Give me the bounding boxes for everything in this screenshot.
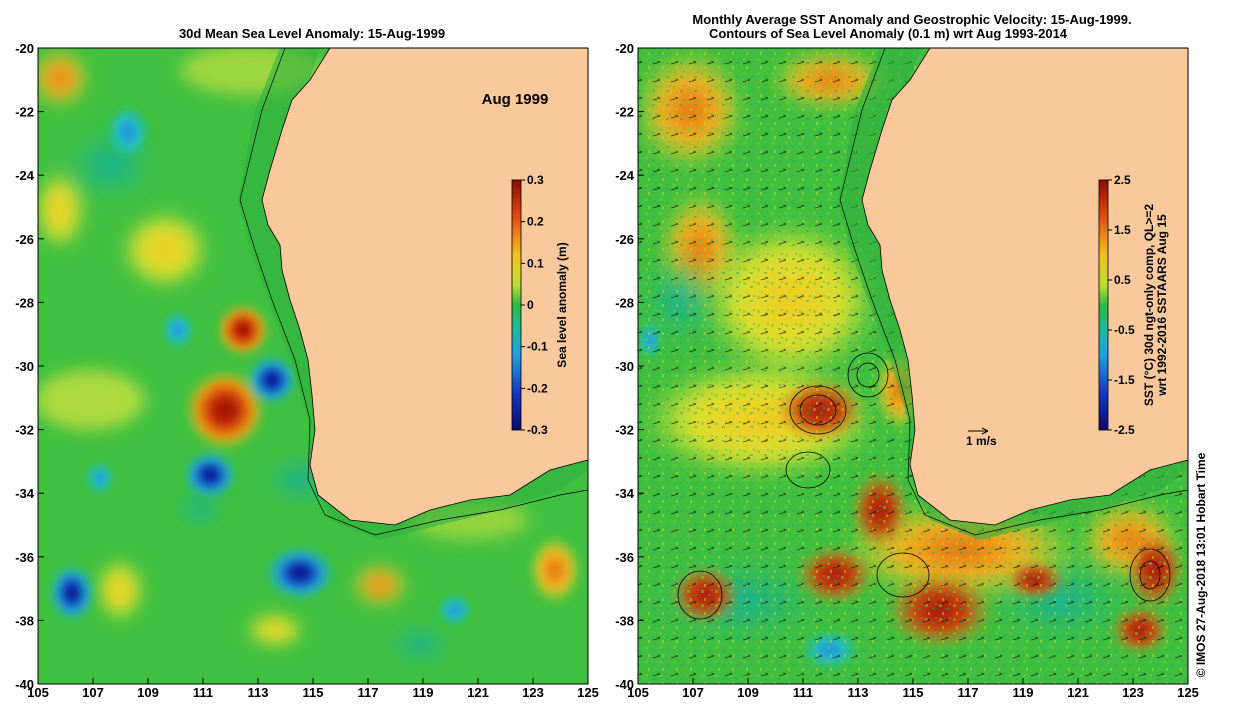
left-lon-tick-label: 115 [303,685,324,700]
left-lon-tick-label: 125 [577,685,599,700]
right-lat-tick-label: -26 [615,232,634,247]
period-label: Aug 1999 [482,91,549,108]
sst-colorbar-tick-label: -1.5 [1114,373,1135,387]
sst-colorbar-title-line1: SST (°C) 30d ngt-only comp, QL>=2 [1142,204,1156,406]
right-map [638,48,1188,684]
left-lat-tick-label: -28 [15,295,34,310]
sst-colorbar-tick-label: 2.5 [1114,173,1131,187]
right-lon-tick-label: 107 [682,685,704,700]
left-lon-tick-label: 117 [358,685,379,700]
sst-colorbar-tick-label: -0.5 [1114,323,1135,337]
sla-colorbar-tick-label: 0.1 [527,256,544,270]
left-lon-tick-label: 111 [193,685,213,700]
sla-colorbar-tick-label: 0.2 [527,215,544,229]
right-lat-tick-label: -36 [615,550,634,565]
sst-colorbar-tick-label: 0.5 [1114,273,1131,287]
right-lon-tick-label: 119 [1013,685,1034,700]
right-lat-tick-label: -32 [615,423,634,438]
shelf-isobath [239,48,588,536]
sla-colorbar-title: Sea level anomaly (m) [555,242,569,367]
left-lon-tick-label: 109 [137,685,159,700]
right-lon-tick-label: 109 [737,685,759,700]
left-lat-tick-label: -30 [15,359,34,374]
right-lon-tick-label: 113 [848,685,869,700]
velocity-scale-label: 1 m/s [966,434,997,448]
right-lon-tick-label: 105 [627,685,649,700]
right-lon-tick-label: 117 [958,685,979,700]
left-lon-tick-label: 107 [82,685,104,700]
imos-credit: © IMOS 27-Aug-2018 13:01 Hobart Time [1194,452,1208,677]
right-lon-tick-label: 123 [1122,685,1144,700]
left-lat-tick-label: -40 [15,677,34,692]
left-lon-tick-label: 123 [522,685,544,700]
right-lat-tick-label: -22 [615,105,634,120]
left-lon-tick-label: 119 [413,685,434,700]
left-lat-tick-label: -20 [15,41,34,56]
right-lat-tick-label: -20 [615,41,634,56]
right-lat-tick-label: -38 [615,613,634,628]
sla-contours [677,352,1171,620]
right-lat-tick-label: -28 [615,295,634,310]
sst-colorbar-tick-label: -2.5 [1114,423,1135,437]
shelf-isobath-right [839,48,1188,536]
sst-colorbar-title-line2: wrt 1992-2016 SSTAARS Aug 15 [1155,214,1169,397]
left-lat-tick-label: -32 [15,423,34,438]
right-lat-tick-label: -30 [615,359,634,374]
left-lon-tick-label: 121 [467,685,489,700]
sla-colorbar-tick-label: 0 [527,298,534,312]
left-lat-tick-label: -34 [15,486,35,501]
right-lat-tick-label: -40 [615,677,634,692]
australia-landmass [261,48,588,526]
left-lat-tick-label: -22 [15,105,34,120]
sla-colorbar-tick-label: -0.1 [527,340,548,354]
right-lon-tick-label: 121 [1067,685,1089,700]
sst-colorbar-tick-label: 1.5 [1114,223,1131,237]
right-lat-tick-label: -24 [615,168,635,183]
sla-colorbar-tick-label: -0.2 [527,381,548,395]
right-map-title-line1: Monthly Average SST Anomaly and Geostrop… [692,12,1131,27]
left-map [38,48,588,684]
left-map-title: 30d Mean Sea Level Anomaly: 15-Aug-1999 [179,26,445,41]
sst-colorbar: 2.5 1.5 0.5 -0.5 -1.5 -2.5 SST (°C) 30d ngt-o… [1098,173,1169,437]
left-lat-tick-label: -38 [15,613,34,628]
sla-colorbar-tick-label: 0.3 [527,173,544,187]
left-lat-tick-label: -24 [15,168,35,183]
left-lon-tick-label: 113 [248,685,269,700]
right-axes: 105 107 109 111 113 115 117 119 121 123 125 -20 -22 -… [615,41,1199,700]
right-lon-tick-label: 115 [903,685,924,700]
velocity-scale: 1 m/s [966,427,997,448]
left-lon-tick-label: 105 [27,685,49,700]
right-lat-tick-label: -34 [615,486,635,501]
right-map-title-line2: Contours of Sea Level Anomaly (0.1 m) wr… [709,26,1068,41]
left-lat-tick-label: -36 [15,550,34,565]
sla-colorbar-tick-label: -0.3 [527,423,548,437]
right-lon-tick-label: 111 [793,685,813,700]
left-axes: 105 107 109 111 113 115 117 119 121 123 125 -20 -22 -… [15,41,599,700]
right-lon-tick-label: 125 [1177,685,1199,700]
sla-colorbar: 0.3 0.2 0.1 0 -0.1 -0.2 -0.3 Sea level anomaly… [511,173,569,437]
left-lat-tick-label: -26 [15,232,34,247]
